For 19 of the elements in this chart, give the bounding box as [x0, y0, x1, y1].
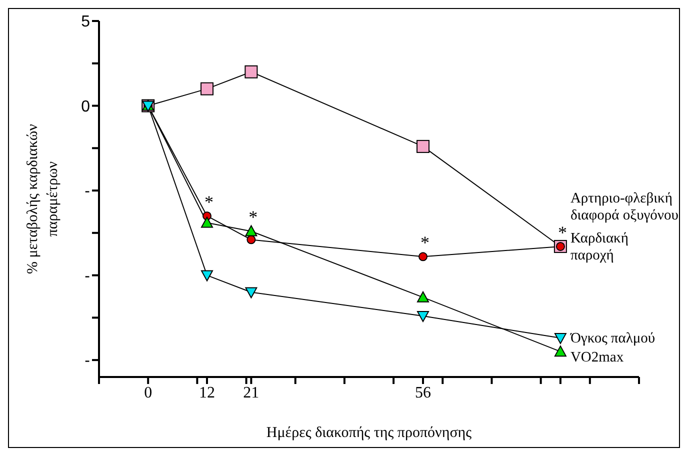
y-tick-label: -	[84, 352, 90, 370]
x-tick-label: 56	[415, 384, 431, 402]
annotation: *	[204, 192, 214, 212]
x-tick-label: 0	[144, 384, 152, 402]
x-axis-title: Ημέρες διακοπής της προπόνησης	[266, 425, 472, 441]
annotation: *	[558, 222, 567, 242]
series-label: Καρδιακή παροχή	[570, 230, 628, 264]
annotation: *	[248, 207, 258, 228]
x-tick-label: 21	[243, 384, 260, 402]
y-tick-label: -	[84, 268, 90, 285]
series-label: VO2max	[570, 350, 624, 366]
y-axis-title: % μεταβολής καρδιακών παραμέτρων	[25, 124, 61, 274]
y-tick-label: 5	[81, 14, 90, 31]
y-tick-label: 0	[81, 98, 90, 116]
annotation: *	[420, 232, 430, 253]
series-label: Όγκος παλμού	[569, 330, 656, 347]
series-label: Αρτηριο-φλεβική διαφορά οξυγόνου	[570, 190, 678, 224]
x-tick-label: 12	[199, 384, 215, 402]
y-tick-label: -	[84, 183, 90, 200]
